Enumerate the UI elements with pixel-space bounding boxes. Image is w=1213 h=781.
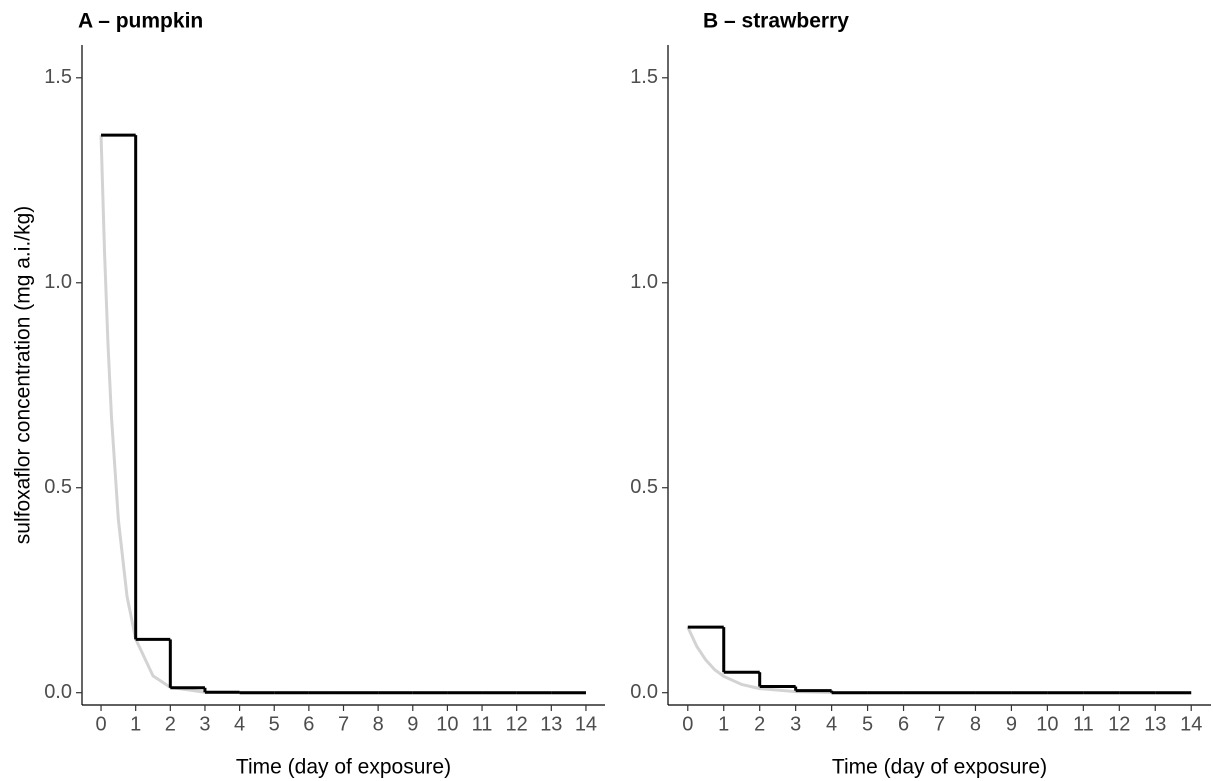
x-tick-label: 14 — [575, 713, 597, 735]
y-tick-label: 1.0 — [44, 271, 72, 293]
x-tick-label: 6 — [898, 713, 909, 735]
x-tick-label: 11 — [1073, 713, 1094, 735]
y-tick-label: 0.0 — [44, 681, 72, 703]
x-tick-label: 2 — [165, 713, 176, 735]
x-tick-label: 1 — [718, 713, 729, 735]
x-axis-label: Time (day of exposure) — [236, 756, 451, 779]
x-axis-label: Time (day of exposure) — [832, 756, 1047, 779]
x-tick-label: 2 — [754, 713, 765, 735]
y-axis-label: sulfoxaflor concentration (mg a.i./kg) — [12, 206, 35, 544]
x-tick-label: 4 — [826, 713, 837, 735]
x-tick-label: 9 — [1006, 713, 1017, 735]
y-tick-label: 0.0 — [630, 681, 658, 703]
x-tick-label: 4 — [234, 713, 245, 735]
x-tick-label: 0 — [682, 713, 693, 735]
panel-title: A – pumpkin — [78, 10, 203, 33]
x-tick-label: 10 — [436, 713, 458, 735]
x-tick-label: 5 — [269, 713, 280, 735]
x-tick-label: 6 — [303, 713, 314, 735]
y-tick-label: 1.5 — [44, 66, 72, 88]
y-tick-label: 1.5 — [630, 66, 658, 88]
x-tick-label: 3 — [790, 713, 801, 735]
x-tick-label: 5 — [862, 713, 873, 735]
decay-curve — [686, 626, 1192, 695]
x-tick-label: 9 — [407, 713, 418, 735]
x-tick-label: 13 — [540, 713, 562, 735]
x-tick-label: 12 — [506, 713, 528, 735]
x-tick-label: 7 — [338, 713, 349, 735]
x-tick-label: 11 — [472, 713, 493, 735]
y-tick-label: 1.0 — [630, 271, 658, 293]
y-tick-label: 0.5 — [630, 476, 658, 498]
x-tick-label: 10 — [1036, 713, 1058, 735]
x-tick-label: 0 — [95, 713, 106, 735]
x-tick-label: 7 — [934, 713, 945, 735]
decay-curve — [99, 135, 586, 695]
x-tick-label: 14 — [1180, 713, 1202, 735]
x-tick-label: 12 — [1108, 713, 1130, 735]
y-tick-label: 0.5 — [44, 476, 72, 498]
x-tick-label: 8 — [373, 713, 384, 735]
panel-title: B – strawberry — [703, 10, 849, 33]
x-tick-label: 13 — [1144, 713, 1166, 735]
x-tick-label: 1 — [130, 713, 141, 735]
x-tick-label: 8 — [970, 713, 981, 735]
x-tick-label: 3 — [199, 713, 210, 735]
